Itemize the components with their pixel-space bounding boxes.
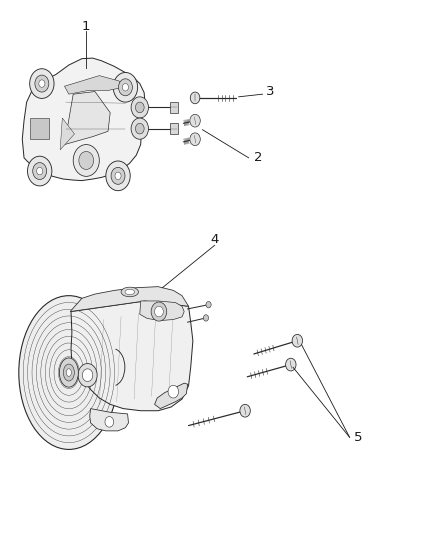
Bar (30, 118, 49, 139)
Text: 4: 4 (211, 233, 219, 246)
Text: 2: 2 (254, 151, 262, 164)
Circle shape (135, 123, 144, 134)
Circle shape (33, 163, 47, 180)
Circle shape (292, 334, 303, 347)
Circle shape (203, 315, 208, 321)
Circle shape (190, 133, 200, 146)
Circle shape (115, 172, 121, 180)
Bar (170, 123, 178, 134)
Circle shape (73, 144, 99, 176)
Circle shape (37, 167, 43, 175)
Circle shape (151, 302, 167, 321)
Polygon shape (22, 58, 145, 181)
Polygon shape (140, 301, 184, 320)
Polygon shape (155, 383, 187, 409)
Circle shape (111, 167, 125, 184)
Circle shape (286, 358, 296, 371)
Circle shape (30, 69, 54, 99)
Circle shape (206, 302, 211, 308)
Circle shape (79, 151, 94, 169)
Text: 5: 5 (354, 431, 363, 444)
Circle shape (135, 102, 144, 113)
Circle shape (131, 97, 148, 118)
Polygon shape (60, 118, 74, 150)
Circle shape (131, 118, 148, 139)
Circle shape (155, 306, 163, 317)
Circle shape (39, 80, 45, 87)
Polygon shape (90, 409, 128, 431)
Circle shape (28, 156, 52, 186)
Polygon shape (70, 287, 188, 312)
Circle shape (118, 79, 132, 96)
Circle shape (122, 84, 128, 91)
Circle shape (113, 72, 138, 102)
Ellipse shape (59, 358, 78, 387)
Circle shape (105, 417, 114, 427)
Text: 3: 3 (266, 85, 274, 98)
Text: 1: 1 (82, 20, 91, 34)
Polygon shape (71, 301, 193, 411)
Bar (170, 102, 178, 113)
Circle shape (106, 161, 130, 191)
Circle shape (190, 92, 200, 104)
Circle shape (35, 75, 49, 92)
Circle shape (168, 385, 179, 398)
Ellipse shape (125, 289, 134, 295)
Ellipse shape (121, 287, 138, 297)
Ellipse shape (66, 369, 71, 376)
Polygon shape (64, 76, 123, 94)
Ellipse shape (64, 364, 74, 381)
Circle shape (240, 405, 251, 417)
Ellipse shape (19, 296, 119, 449)
Circle shape (190, 114, 200, 127)
Circle shape (82, 369, 93, 382)
Circle shape (78, 364, 97, 387)
Polygon shape (64, 92, 110, 144)
